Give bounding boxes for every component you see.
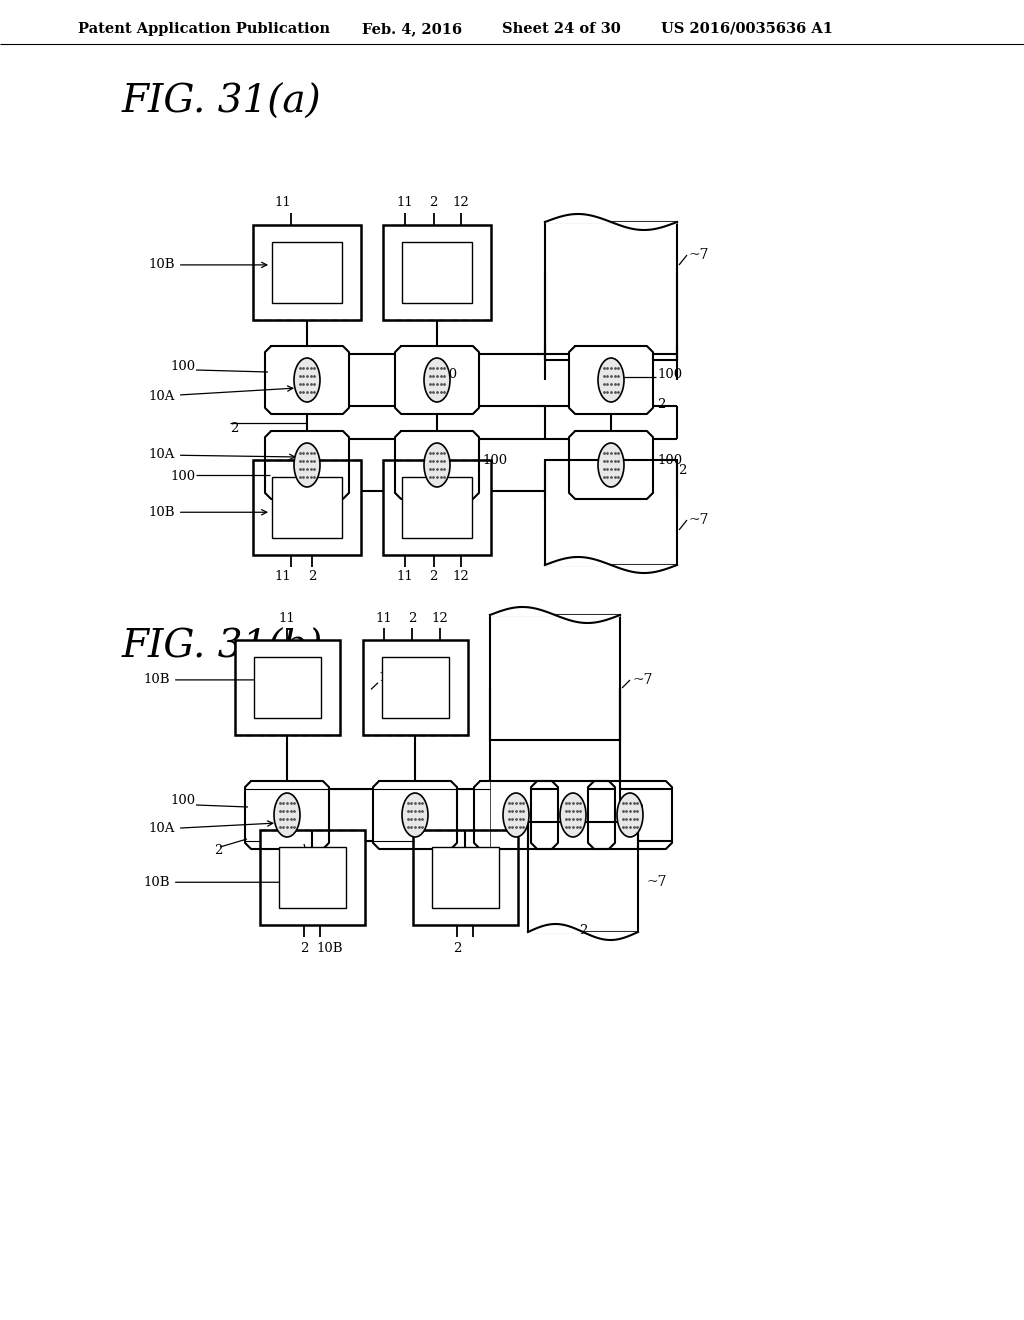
Text: 100: 100: [657, 368, 682, 381]
Polygon shape: [373, 781, 457, 849]
Ellipse shape: [402, 793, 428, 837]
Text: 11: 11: [376, 611, 392, 624]
Bar: [383, 224, 490, 319]
Text: 2: 2: [430, 197, 438, 210]
Ellipse shape: [598, 444, 624, 487]
Text: 10A: 10A: [148, 449, 295, 462]
Polygon shape: [474, 781, 558, 849]
Bar: [432, 847, 499, 908]
Ellipse shape: [294, 358, 319, 403]
Bar: [402, 477, 472, 539]
Text: 12: 12: [453, 570, 469, 583]
Text: Patent Application Publication: Patent Application Publication: [78, 22, 330, 36]
Text: 2: 2: [430, 570, 438, 583]
Text: FIG. 31(b): FIG. 31(b): [122, 628, 324, 665]
Text: 100: 100: [432, 368, 457, 381]
Bar: [545, 222, 677, 360]
Text: US 2016/0035636 A1: US 2016/0035636 A1: [662, 22, 833, 36]
Text: 12: 12: [453, 197, 469, 210]
Text: 10B: 10B: [148, 506, 267, 519]
Text: 11: 11: [274, 197, 292, 210]
Polygon shape: [265, 346, 349, 414]
Polygon shape: [531, 781, 615, 849]
Text: 2: 2: [214, 843, 222, 857]
Text: ~2: ~2: [624, 803, 644, 817]
Ellipse shape: [424, 358, 450, 403]
Bar: [382, 657, 450, 718]
Bar: [279, 847, 346, 908]
Text: 11: 11: [396, 570, 413, 583]
Text: ~7: ~7: [689, 248, 710, 261]
Text: 10B: 10B: [143, 673, 273, 686]
Ellipse shape: [274, 793, 300, 837]
Text: 100: 100: [657, 454, 682, 466]
Bar: [254, 657, 322, 718]
Polygon shape: [569, 432, 653, 499]
Polygon shape: [265, 432, 349, 499]
Text: ~7: ~7: [646, 875, 667, 888]
Polygon shape: [569, 346, 653, 414]
Bar: [272, 477, 342, 539]
Text: 11: 11: [396, 197, 413, 210]
Text: ~7: ~7: [689, 513, 710, 527]
Text: 2: 2: [308, 570, 316, 583]
Bar: [272, 242, 342, 302]
Polygon shape: [395, 432, 479, 499]
Text: FIG. 31(a): FIG. 31(a): [122, 83, 322, 120]
Text: 2: 2: [409, 611, 417, 624]
Text: 2: 2: [678, 463, 686, 477]
Bar: [545, 459, 677, 565]
Text: 10A: 10A: [378, 672, 404, 684]
Bar: [234, 640, 340, 735]
Text: 10B: 10B: [143, 875, 315, 888]
Polygon shape: [245, 781, 329, 849]
Bar: [253, 459, 361, 554]
Bar: [402, 242, 472, 302]
Text: 100: 100: [171, 795, 196, 808]
Bar: [490, 615, 620, 741]
Text: 100: 100: [171, 359, 196, 372]
Text: 10B: 10B: [148, 259, 267, 272]
Text: 2: 2: [657, 399, 666, 412]
Polygon shape: [395, 346, 479, 414]
Text: 2: 2: [300, 941, 308, 954]
Text: 2: 2: [230, 421, 239, 434]
Text: 100: 100: [482, 454, 507, 466]
Text: 11: 11: [279, 611, 295, 624]
Text: 12: 12: [431, 611, 449, 624]
Text: 10B: 10B: [316, 941, 343, 954]
Text: 10A: 10A: [148, 385, 293, 403]
Text: 100: 100: [171, 470, 196, 483]
Text: 2: 2: [453, 941, 461, 954]
Bar: [362, 640, 468, 735]
Bar: [413, 830, 518, 925]
Ellipse shape: [294, 444, 319, 487]
Text: 11: 11: [274, 570, 292, 583]
Ellipse shape: [560, 793, 586, 837]
Bar: [528, 822, 638, 932]
Bar: [253, 224, 361, 319]
Text: ~7: ~7: [632, 673, 652, 686]
Text: 100: 100: [313, 866, 338, 879]
Ellipse shape: [617, 793, 643, 837]
Text: Sheet 24 of 30: Sheet 24 of 30: [502, 22, 621, 36]
Text: Feb. 4, 2016: Feb. 4, 2016: [362, 22, 462, 36]
Text: 2: 2: [579, 924, 587, 936]
Text: 10A: 10A: [148, 821, 272, 836]
Bar: [383, 459, 490, 554]
Ellipse shape: [598, 358, 624, 403]
Ellipse shape: [424, 444, 450, 487]
Bar: [260, 830, 365, 925]
Ellipse shape: [503, 793, 529, 837]
Polygon shape: [588, 781, 672, 849]
